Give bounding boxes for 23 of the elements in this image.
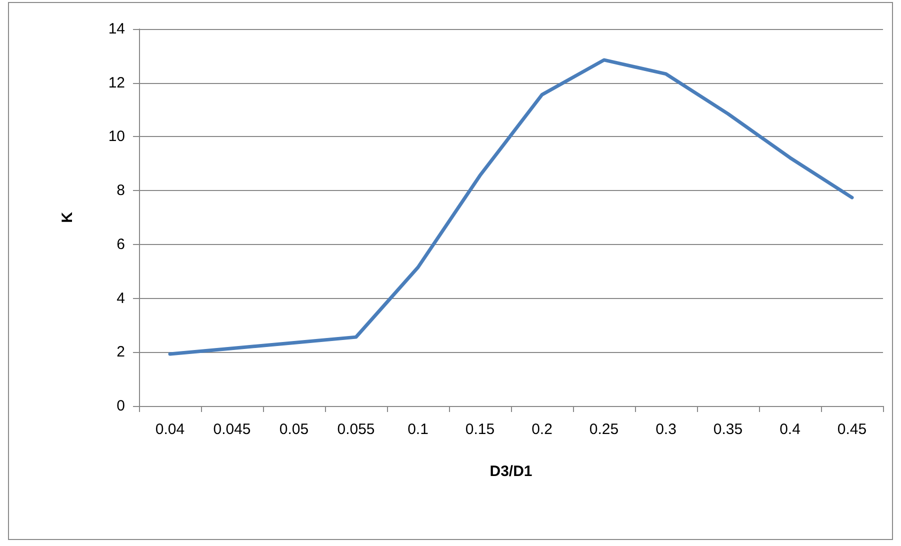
x-tick-label: 0.35 — [713, 421, 743, 438]
x-tick-label: 0.4 — [780, 421, 800, 438]
x-tick-label: 0.25 — [589, 421, 619, 438]
x-tick-label: 0.05 — [279, 421, 309, 438]
x-tick-label: 0.15 — [465, 421, 495, 438]
x-tick-label: 0.1 — [408, 421, 428, 438]
y-tick-label: 10 — [108, 128, 125, 146]
y-tick-label: 8 — [116, 182, 125, 200]
y-tick-label: 6 — [116, 236, 125, 253]
y-tick-label: 2 — [116, 344, 125, 361]
y-tick-label: 14 — [108, 20, 125, 38]
x-axis-title: D3/D1 — [490, 463, 532, 480]
x-tick-label: 0.2 — [532, 421, 552, 438]
y-tick-label: 0 — [116, 398, 125, 414]
x-tick-label: 0.055 — [337, 421, 375, 438]
x-tick-label: 0.45 — [837, 421, 867, 438]
y-axis-title: K — [59, 212, 76, 223]
x-tick-label: 0.04 — [155, 421, 185, 438]
x-tick-label: 0.3 — [656, 421, 676, 438]
line-series — [168, 58, 854, 356]
y-tick-label: 12 — [108, 74, 125, 92]
y-tick-label: 4 — [116, 290, 125, 307]
x-tick-label: 0.045 — [213, 421, 251, 438]
